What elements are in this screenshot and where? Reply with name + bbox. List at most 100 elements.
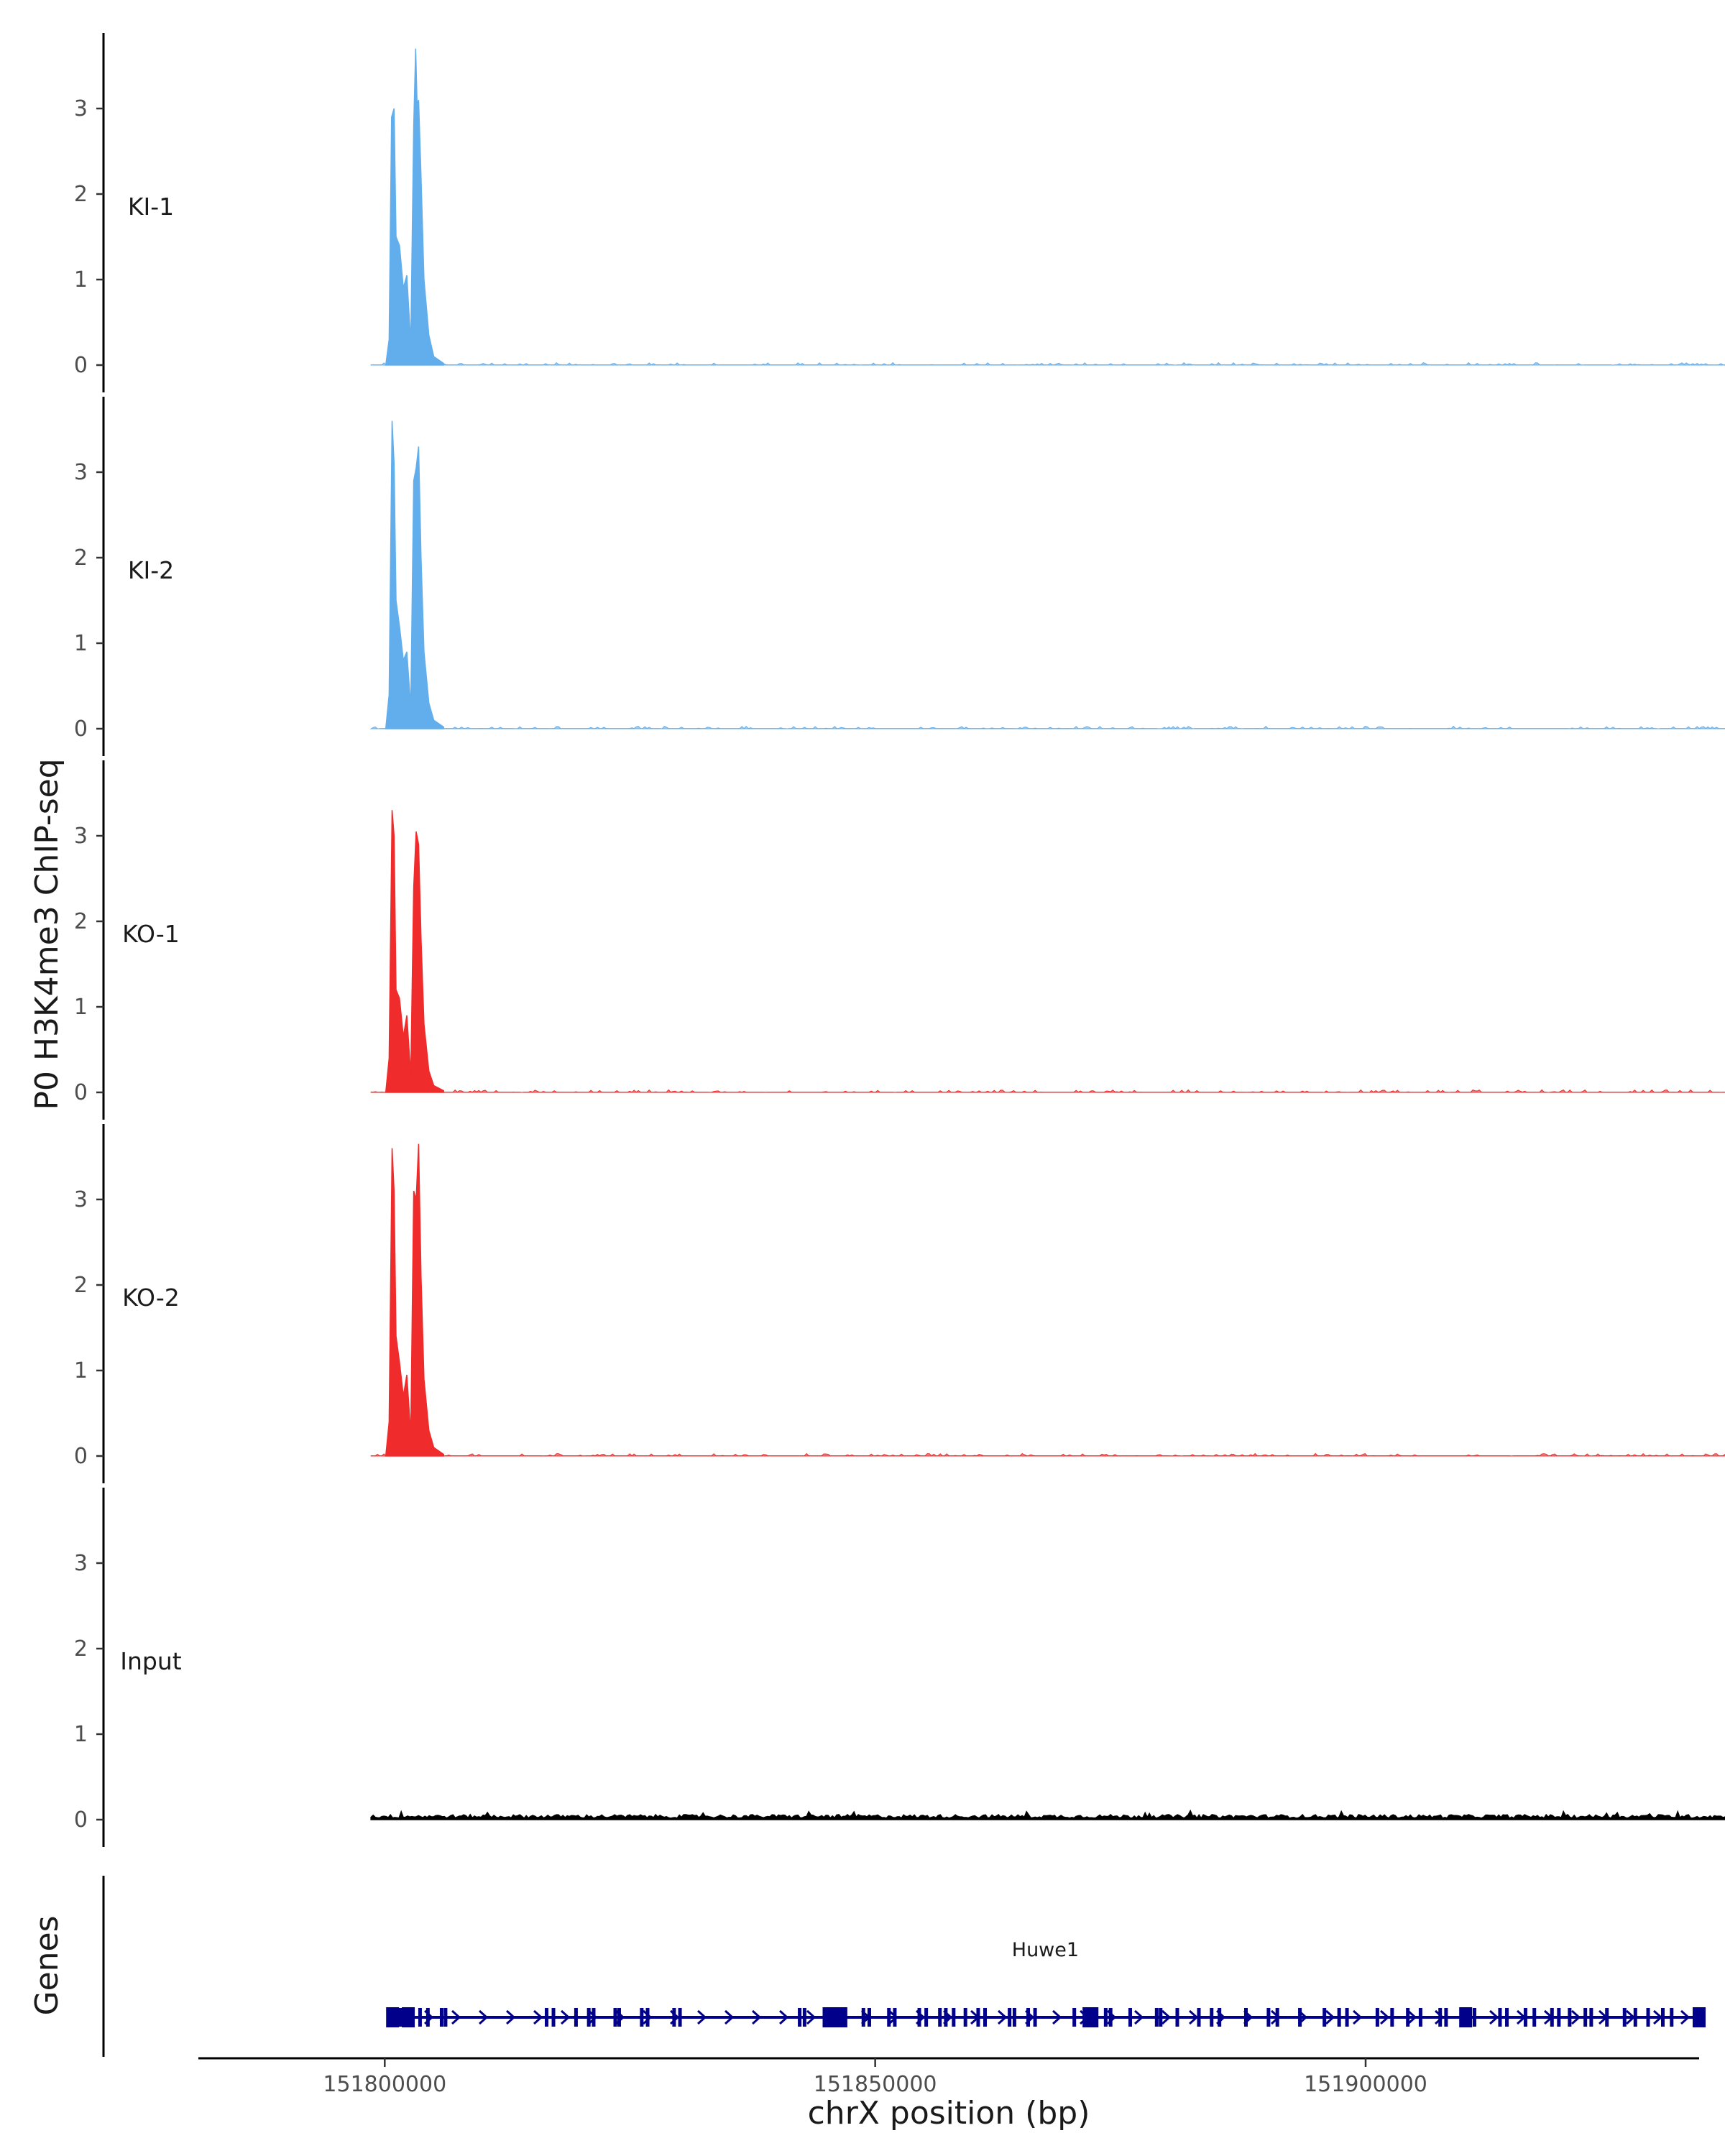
strand-arrow: [561, 2009, 571, 2025]
peak-area: [385, 810, 444, 1093]
exon: [1693, 2007, 1706, 2027]
exon: [1218, 2008, 1222, 2027]
exon: [834, 2007, 847, 2027]
exon: [924, 2008, 929, 2027]
exon: [1154, 2008, 1159, 2027]
strand-arrow: [806, 2009, 816, 2025]
exon: [551, 2008, 556, 2027]
exon: [1472, 2008, 1476, 2027]
exon: [1026, 2008, 1031, 2027]
exon: [1523, 2008, 1527, 2027]
track-input: 0 1 2 3 Input: [74, 1488, 1725, 1847]
strand-arrow: [1325, 2009, 1335, 2025]
peak-area: [385, 48, 444, 366]
strand-arrow: [1353, 2009, 1363, 2025]
exon: [1244, 2008, 1248, 2027]
y-tick-label: 1: [74, 631, 88, 656]
y-tick-label: 0: [74, 717, 88, 742]
exon: [952, 2008, 956, 2027]
exon: [1583, 2008, 1588, 2027]
y-tick-label: 2: [74, 545, 88, 571]
y-tick-label: 0: [74, 1080, 88, 1105]
strand-arrow: [1052, 2009, 1062, 2025]
exon: [1418, 2008, 1422, 2027]
exon: [1197, 2008, 1201, 2027]
exon: [1438, 2008, 1443, 2027]
exon: [798, 2008, 802, 2027]
strand-arrow: [479, 2009, 489, 2025]
exon: [917, 2008, 921, 2027]
exon: [1345, 2008, 1349, 2027]
y-tick-label: 0: [74, 353, 88, 378]
exon: [645, 2008, 650, 2027]
exon: [944, 2008, 948, 2027]
exon: [963, 2008, 967, 2027]
y-tick-label: 1: [74, 1722, 88, 1747]
strand-arrow: [1435, 2009, 1445, 2025]
exon: [983, 2008, 987, 2027]
exon: [1550, 2008, 1554, 2027]
genes-track-title: Genes: [29, 1915, 65, 2015]
exon: [1012, 2008, 1016, 2027]
exon: [1670, 2008, 1674, 2027]
y-tick-label: 3: [74, 460, 88, 485]
y-tick-label: 3: [74, 96, 88, 121]
exon: [1444, 2008, 1448, 2027]
exon: [938, 2008, 942, 2027]
baseline-signal: [370, 1452, 1725, 1457]
exon: [1128, 2008, 1132, 2027]
track-label: KI-1: [128, 193, 174, 221]
strand-arrow: [1571, 2009, 1581, 2025]
exon: [1557, 2008, 1561, 2027]
exon: [1210, 2008, 1214, 2027]
exon: [586, 2008, 591, 2027]
y-tick-label: 1: [74, 995, 88, 1020]
strand-arrow: [724, 2009, 735, 2025]
exon: [1033, 2008, 1037, 2027]
exon: [861, 2008, 865, 2027]
exon: [802, 2008, 806, 2027]
exon: [1633, 2008, 1637, 2027]
exon: [1298, 2008, 1302, 2027]
peak-area: [385, 1143, 444, 1457]
strand-arrow: [588, 2009, 598, 2025]
strand-arrow: [1134, 2009, 1144, 2025]
exon: [617, 2008, 621, 2027]
exon: [1406, 2008, 1410, 2027]
exon: [1390, 2008, 1394, 2027]
exon: [976, 2008, 980, 2027]
exon: [1266, 2008, 1271, 2027]
exon: [544, 2008, 548, 2027]
exon: [574, 2008, 578, 2027]
y-tick-label: 2: [74, 1273, 88, 1298]
exon: [867, 2008, 871, 2027]
exon: [418, 2008, 422, 2027]
exon: [1337, 2008, 1341, 2027]
strand-arrow: [779, 2009, 789, 2025]
baseline-signal: [369, 725, 1725, 729]
exon: [672, 2008, 676, 2027]
exon: [592, 2008, 596, 2027]
exon: [443, 2008, 448, 2027]
baseline-signal: [370, 1089, 1725, 1093]
exon: [613, 2008, 617, 2027]
strand-arrow: [1680, 2009, 1690, 2025]
x-tick-label: 151800000: [323, 2072, 446, 2097]
exon: [402, 2007, 415, 2027]
exon: [1622, 2008, 1627, 2027]
exon: [1275, 2008, 1279, 2027]
exon: [426, 2008, 430, 2027]
baseline-signal: [370, 1809, 1725, 1820]
exon: [1498, 2008, 1502, 2027]
exon: [887, 2008, 891, 2027]
y-tick-label: 2: [74, 909, 88, 934]
y-axis-title: P0 H3K4me3 ChIP-seq: [29, 758, 65, 1110]
strand-arrow: [506, 2009, 516, 2025]
baseline-signal: [370, 361, 1725, 366]
peak-area: [385, 420, 444, 729]
strand-arrow: [451, 2009, 461, 2025]
exon: [1008, 2008, 1012, 2027]
strand-arrow: [752, 2009, 762, 2025]
exon: [1605, 2008, 1609, 2027]
